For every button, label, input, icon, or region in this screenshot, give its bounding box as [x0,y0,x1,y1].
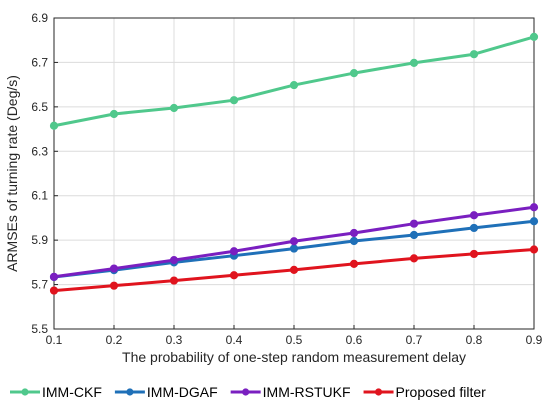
x-tick-label: 0.1 [46,333,63,347]
data-point [289,244,299,253]
legend-label: Proposed filter [396,384,487,400]
data-point [349,236,359,246]
y-tick-label: 6.1 [31,189,48,203]
legend-marker [126,388,134,396]
data-point [409,58,419,67]
y-tick-label: 5.9 [31,233,48,247]
data-point [349,259,359,269]
data-point [529,217,539,226]
x-tick-label: 0.9 [526,333,543,347]
y-tick-label: 5.7 [31,278,48,292]
legend-item: IMM-CKF [10,384,102,400]
x-tick-label: 0.4 [226,333,243,347]
data-point [109,281,119,290]
y-tick-label: 6.5 [31,100,48,114]
y-axis-label: ARMSEs of turning rate (Deg/s) [4,75,20,272]
data-point [349,228,359,238]
data-point [469,249,479,259]
data-point [109,264,119,273]
x-tick-label: 0.3 [166,333,183,347]
data-point [169,103,179,113]
x-tick-label: 0.6 [346,333,363,347]
data-point [49,121,59,130]
legend-marker [242,388,250,396]
x-tick-label: 0.5 [286,333,303,347]
y-axis: 5.5 5.7 5.9 6.1 6.3 6.5 6.7 6.9 [31,11,58,336]
data-point [169,276,179,285]
legend-item: Proposed filter [363,384,487,400]
data-point [169,256,179,265]
y-tick-label: 6.3 [31,144,48,158]
y-tick-label: 6.9 [31,11,48,25]
data-point [409,254,419,263]
data-point [229,96,239,105]
legend-label: IMM-DGAF [147,384,218,400]
legend-label: IMM-RSTUKF [263,384,351,400]
y-tick-label: 5.5 [31,322,48,336]
series-imm-rstukf [49,203,539,281]
data-point [469,211,479,220]
x-axis-label: The probability of one-step random measu… [122,349,466,365]
x-tick-label: 0.2 [106,333,123,347]
legend-label: IMM-CKF [42,384,102,400]
data-point [529,203,539,212]
x-tick-label: 0.7 [406,333,423,347]
data-point [49,272,59,281]
grid [53,17,535,330]
x-axis: 0.1 0.2 0.3 0.4 0.5 0.6 0.7 0.8 0.9 [46,325,543,347]
data-point [229,247,239,256]
data-point [289,80,299,90]
data-point [469,50,479,59]
series-imm-ckf [49,32,539,130]
y-tick-label: 6.7 [31,55,48,69]
legend: IMM-CKF IMM-DGAF IMM-RSTUKF Proposed filter [10,384,486,400]
data-point [289,265,299,275]
data-point [349,68,359,78]
x-tick-label: 0.8 [466,333,483,347]
series-proposed-filter [49,245,539,295]
legend-item: IMM-DGAF [114,384,218,400]
data-point [229,271,239,280]
series-layer [49,32,539,295]
data-point [289,237,299,246]
data-point [109,109,119,119]
legend-marker [374,388,383,396]
data-point [469,223,479,233]
data-point [529,245,539,254]
data-point [529,32,539,41]
data-point [49,286,59,295]
data-point [409,219,419,228]
legend-marker [21,388,29,396]
legend-item: IMM-RSTUKF [230,384,351,400]
data-point [409,230,419,240]
